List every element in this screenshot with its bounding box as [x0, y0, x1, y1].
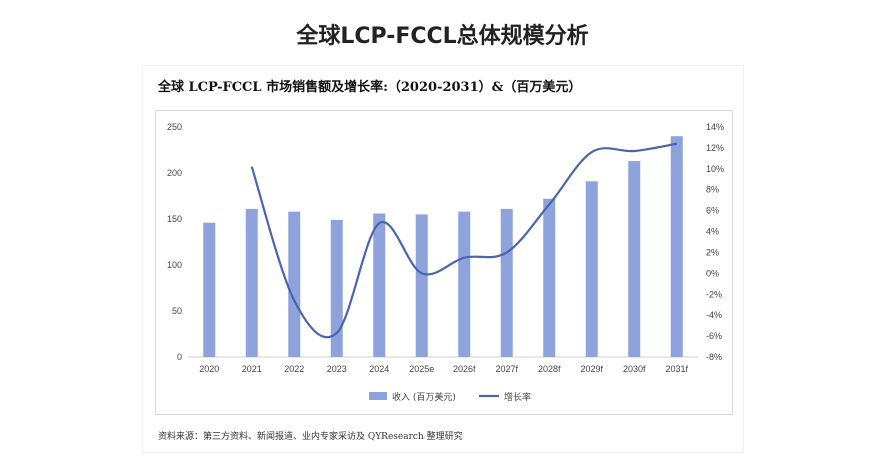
- legend-label-revenue: 收入 (百万美元): [392, 391, 456, 403]
- y-left-tick-label: 50: [172, 306, 182, 316]
- x-tick-label: 2024: [369, 364, 389, 374]
- bar-revenue-2023: [330, 219, 343, 357]
- y-left-tick-label: 250: [167, 122, 182, 132]
- x-tick-label: 2029f: [580, 364, 603, 374]
- plot-frame: [155, 110, 733, 415]
- y-left-tick-label: 150: [167, 214, 182, 224]
- y-right-tick-label: 4%: [706, 227, 719, 237]
- bar-revenue-2028f: [543, 198, 556, 357]
- x-tick-label: 2021: [242, 364, 262, 374]
- bar-revenue-2031f: [670, 136, 683, 357]
- bar-revenue-2026f: [458, 211, 471, 357]
- page-title: 全球LCP-FCCL总体规模分析: [296, 24, 589, 49]
- bar-revenue-2024: [373, 213, 386, 357]
- bar-revenue-2020: [203, 222, 216, 357]
- x-tick-label: 2023: [327, 364, 347, 374]
- x-tick-label: 2028f: [538, 364, 561, 374]
- bar-revenue-2027f: [500, 208, 513, 357]
- source-note: 资料来源：第三方资料、新闻报道、业内专家采访及 QYResearch 整理研究: [158, 432, 463, 442]
- chart-card: 全球 LCP-FCCL 市场销售额及增长率:（2020-2031）&（百万美元）…: [143, 66, 743, 452]
- y-left-tick-label: 100: [167, 260, 182, 270]
- y-left-tick-label: 0: [177, 352, 182, 362]
- x-tick-label: 2022: [284, 364, 304, 374]
- y-right-tick-label: -6%: [706, 331, 722, 341]
- y-right-tick-label: -8%: [706, 352, 722, 362]
- y-right-tick-label: -4%: [706, 310, 722, 320]
- x-tick-label: 2026f: [453, 364, 476, 374]
- y-right-tick-label: 8%: [706, 185, 719, 195]
- y-right-tick-label: 0%: [706, 268, 719, 278]
- bar-revenue-2021: [245, 208, 258, 357]
- y-right-tick-label: 10%: [706, 164, 724, 174]
- y-right-tick-label: 2%: [706, 247, 719, 257]
- bar-revenue-2022: [288, 211, 301, 357]
- y-right-tick-label: 14%: [706, 122, 724, 132]
- y-right-tick-label: 6%: [706, 206, 719, 216]
- bar-revenue-2025e: [415, 214, 428, 357]
- x-tick-label: 2020: [199, 364, 219, 374]
- x-tick-label: 2030f: [623, 364, 646, 374]
- bar-revenue-2030f: [628, 161, 641, 357]
- combo-chart: 0 50 100 150 200 250 -8% -6% -4% -2% 0% 2% 4% 6% 8% 10%…: [167, 122, 724, 403]
- x-tick-label: 2025e: [409, 364, 434, 374]
- legend-bar-swatch: [369, 392, 387, 400]
- y-left-tick-label: 200: [167, 168, 182, 178]
- x-tick-label: 2027f: [495, 364, 518, 374]
- bar-revenue-2029f: [585, 181, 598, 357]
- growth-rate-line: [250, 142, 677, 339]
- legend-label-growth: 增长率: [504, 391, 531, 403]
- x-tick-label: 2031f: [665, 364, 688, 374]
- y-right-tick-label: 12%: [706, 143, 724, 153]
- y-right-tick-label: -2%: [706, 289, 722, 299]
- chart-title: 全球 LCP-FCCL 市场销售额及增长率:（2020-2031）&（百万美元）: [158, 80, 582, 95]
